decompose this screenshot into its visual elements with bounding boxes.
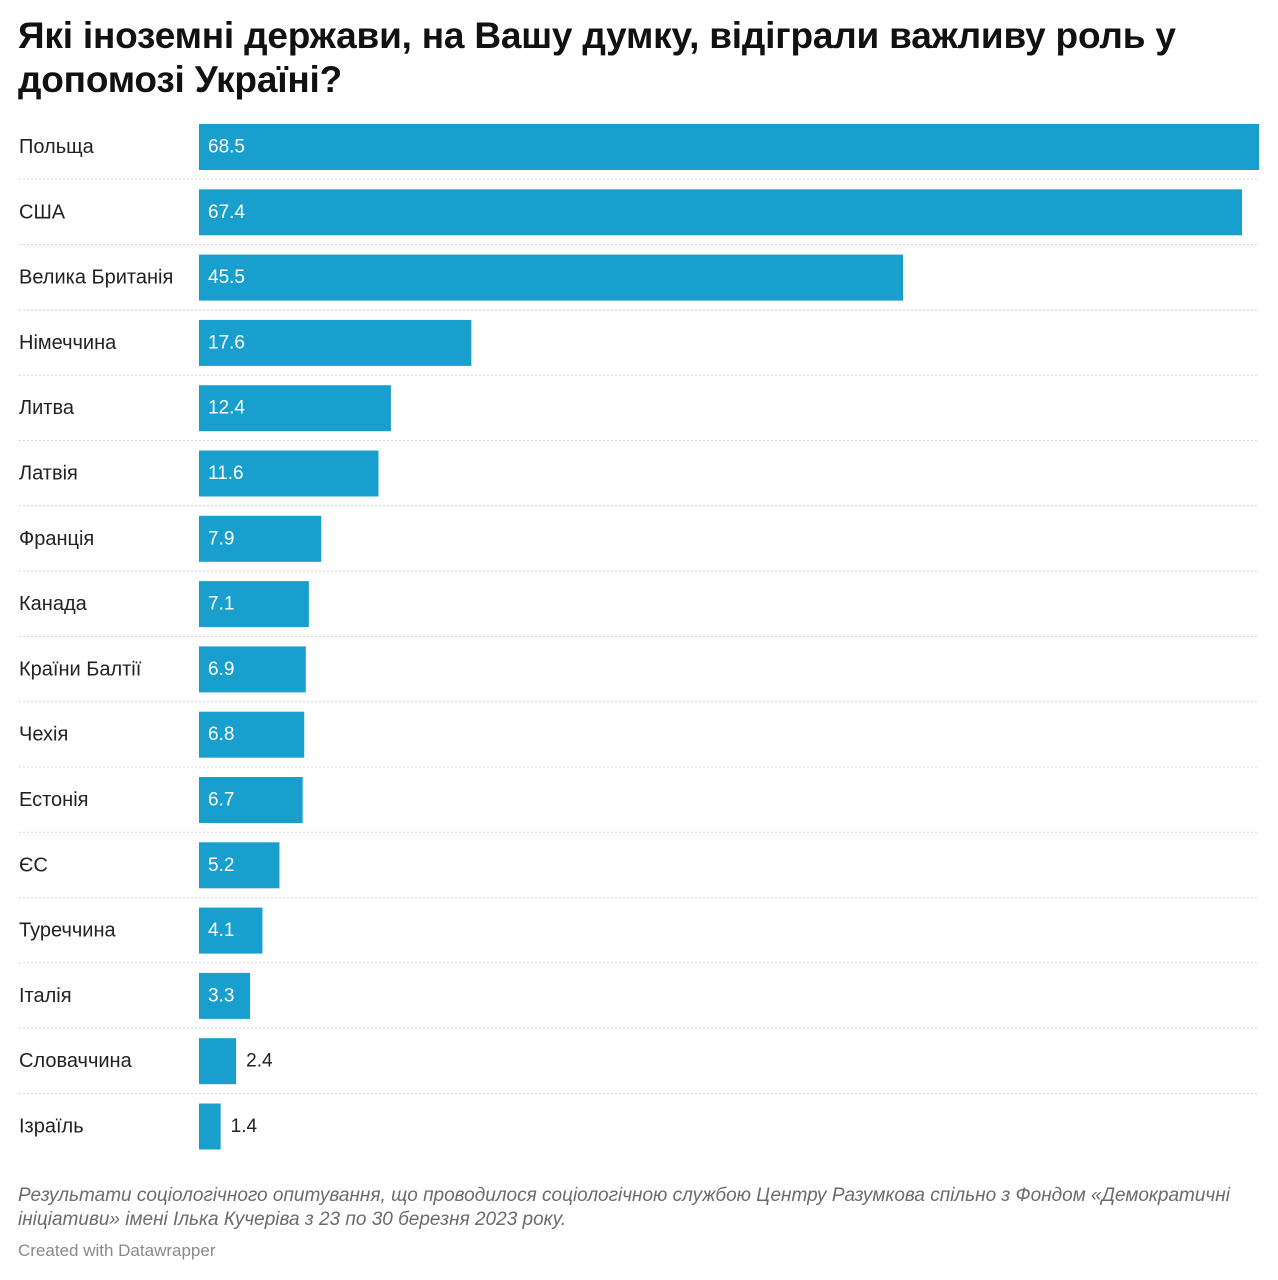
bar xyxy=(199,254,904,301)
value-label: 11.6 xyxy=(208,463,244,484)
bar xyxy=(199,450,379,497)
category-label: Італія xyxy=(19,985,72,1007)
value-label: 45.5 xyxy=(208,267,245,288)
value-label: 4.1 xyxy=(208,920,234,941)
bar xyxy=(199,777,303,823)
category-label: Словаччина xyxy=(19,1050,133,1072)
bar xyxy=(199,319,472,366)
bar xyxy=(199,515,322,562)
bar xyxy=(199,972,251,1019)
bar xyxy=(199,581,309,628)
chart-title: Які іноземні держави, на Вашу думку, від… xyxy=(18,15,1176,100)
value-label: 7.9 xyxy=(208,528,234,549)
value-label: 6.7 xyxy=(208,790,234,811)
category-label: Країни Балтії xyxy=(19,658,142,680)
value-label: 6.8 xyxy=(208,724,234,745)
category-label: Канада xyxy=(19,593,88,615)
category-label: Ізраїль xyxy=(19,1116,84,1138)
category-label: Литва xyxy=(19,397,75,419)
bar xyxy=(199,711,305,758)
category-label: Латвія xyxy=(19,463,78,485)
category-label: Чехія xyxy=(19,724,68,746)
category-label: Німеччина xyxy=(19,332,117,354)
chart-note: Результати соціологічного опитування, що… xyxy=(18,1185,1230,1230)
value-label: 17.6 xyxy=(208,332,245,353)
bar xyxy=(199,124,1259,170)
value-label: 2.4 xyxy=(246,1051,273,1072)
category-label: Польща xyxy=(19,136,95,158)
category-label: Естонія xyxy=(19,789,89,811)
category-label: Велика Британія xyxy=(19,267,173,289)
category-label: ЄС xyxy=(19,854,48,876)
value-label: 12.4 xyxy=(208,398,245,419)
value-label: 6.9 xyxy=(208,659,234,680)
bar xyxy=(199,189,1242,236)
value-label: 1.4 xyxy=(231,1116,258,1137)
bar-chart: Польща 68.5 США 67.4 Велика Британія 45.5 Німе… xyxy=(19,124,1259,1150)
bar xyxy=(199,385,391,432)
bar xyxy=(199,1103,221,1150)
category-label: США xyxy=(19,201,66,223)
value-label: 67.4 xyxy=(208,202,245,223)
category-label: Туреччина xyxy=(19,920,117,942)
bar xyxy=(199,907,263,954)
value-label: 7.1 xyxy=(208,594,234,615)
bar xyxy=(199,842,280,889)
value-label: 3.3 xyxy=(208,985,234,1006)
chart-credit: Created with Datawrapper xyxy=(18,1241,216,1260)
value-label: 68.5 xyxy=(208,137,245,158)
bar xyxy=(199,1038,237,1085)
value-label: 5.2 xyxy=(208,855,234,876)
category-label: Франція xyxy=(19,528,94,550)
bar xyxy=(199,646,306,693)
